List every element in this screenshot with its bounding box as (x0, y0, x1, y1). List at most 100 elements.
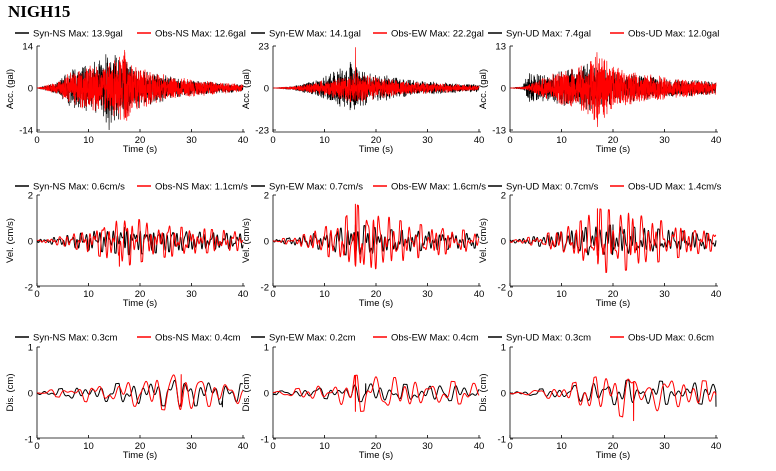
y-tick-label: -2 (25, 283, 33, 294)
legend-label: Syn-EW Max: 0.7cm/s (269, 182, 363, 193)
x-tick-label: 20 (371, 135, 382, 146)
x-tick-label: 0 (270, 135, 275, 146)
series-line-obs-ns (36, 374, 244, 411)
legend-label: Obs-UD Max: 1.4cm/s (628, 182, 722, 193)
series-line-obs-ew (272, 203, 480, 270)
y-tick-label: 1 (501, 343, 506, 354)
chart-panel-6: Syn-UD Max: 0.7cm/s Obs-UD Max: 1.4cm/s 20… (478, 182, 722, 310)
y-tick-label: 0 (264, 237, 269, 248)
x-tick-label: 10 (83, 441, 94, 452)
y-tick-label: 0 (501, 84, 506, 95)
legend-label: Obs-UD Max: 0.6cm (628, 333, 714, 344)
x-tick-label: 0 (270, 289, 275, 300)
series-line-obs-ew (272, 47, 480, 103)
x-tick-label: 20 (135, 289, 146, 300)
chart-panel-2: Syn-EW Max: 14.1gal Obs-EW Max: 22.2gal 23… (241, 29, 484, 156)
legend-label: Syn-UD Max: 0.7cm/s (506, 182, 599, 193)
series-line-obs-ud (509, 208, 717, 273)
x-tick-label: 20 (371, 441, 382, 452)
legend-label: Syn-NS Max: 13.9gal (33, 29, 123, 40)
series-line-syn-ew (272, 383, 480, 403)
x-tick-label: 30 (186, 135, 197, 146)
legend-label: Syn-NS Max: 0.6cm/s (33, 182, 125, 193)
x-tick-label: 30 (659, 289, 670, 300)
x-tick-label: 10 (319, 441, 330, 452)
series-line-syn-ud (509, 379, 717, 407)
series-line-obs-ew (272, 374, 480, 412)
x-axis-label: Time (s) (359, 450, 393, 461)
series-line-obs-ud (509, 52, 717, 128)
y-axis-label: Dis. (cm) (5, 374, 16, 412)
chart-panel-5: Syn-EW Max: 0.7cm/s Obs-EW Max: 1.6cm/s20… (241, 182, 486, 310)
y-tick-label: 1 (264, 343, 269, 354)
series-line-obs-ud (509, 376, 717, 422)
legend-label: Syn-EW Max: 0.2cm (269, 333, 356, 344)
x-axis-label: Time (s) (123, 298, 157, 309)
y-axis-label: Acc. (gal) (241, 69, 252, 109)
y-tick-label: -23 (255, 126, 269, 137)
x-axis-label: Time (s) (359, 144, 393, 155)
y-tick-label: -2 (261, 283, 269, 294)
x-tick-label: 40 (238, 289, 249, 300)
x-tick-label: 40 (474, 289, 485, 300)
x-tick-label: 0 (507, 135, 512, 146)
y-tick-label: 2 (28, 191, 33, 202)
legend-label: Obs-NS Max: 1.1cm/s (155, 182, 248, 193)
x-tick-label: 40 (711, 135, 722, 146)
x-tick-label: 20 (135, 135, 146, 146)
x-tick-label: 40 (474, 135, 485, 146)
legend-label: Syn-NS Max: 0.3cm (33, 333, 118, 344)
x-tick-label: 20 (371, 289, 382, 300)
y-tick-label: 0 (501, 389, 506, 400)
chart-panel-4: Syn-NS Max: 0.6cm/s Obs-NS Max: 1.1cm/s20… (5, 182, 248, 310)
chart-panel-1: Syn-NS Max: 13.9gal Obs-NS Max: 12.6gal 14… (5, 29, 248, 156)
x-tick-label: 0 (507, 441, 512, 452)
y-tick-label: 0 (264, 84, 269, 95)
legend-label: Obs-EW Max: 0.4cm (391, 333, 479, 344)
y-tick-label: 13 (495, 42, 506, 53)
chart-panel-3: Syn-UD Max: 7.4gal Obs-UD Max: 12.0gal 13 0… (478, 29, 721, 156)
x-tick-label: 0 (34, 289, 39, 300)
x-axis-label: Time (s) (596, 298, 630, 309)
x-tick-label: 30 (186, 441, 197, 452)
y-tick-label: 14 (22, 42, 33, 53)
x-tick-label: 10 (319, 289, 330, 300)
y-tick-label: 0 (264, 389, 269, 400)
x-tick-label: 10 (83, 289, 94, 300)
series-line-syn-ew (272, 224, 480, 256)
x-tick-label: 30 (422, 441, 433, 452)
x-tick-label: 20 (608, 289, 619, 300)
legend-label: Obs-EW Max: 1.6cm/s (391, 182, 486, 193)
x-tick-label: 30 (659, 135, 670, 146)
series-line-syn-ns (36, 379, 244, 408)
y-tick-label: 2 (264, 191, 269, 202)
figure-title: NIGH15 (8, 2, 71, 21)
x-tick-label: 40 (711, 441, 722, 452)
x-tick-label: 0 (270, 441, 275, 452)
x-tick-label: 0 (34, 135, 39, 146)
y-tick-label: -2 (498, 283, 506, 294)
y-tick-label: -14 (19, 126, 33, 137)
y-tick-label: -1 (261, 435, 269, 446)
x-tick-label: 40 (474, 441, 485, 452)
legend-label: Obs-NS Max: 0.4cm (155, 333, 241, 344)
y-axis-label: Acc. (gal) (5, 69, 16, 109)
x-tick-label: 30 (659, 441, 670, 452)
x-tick-label: 20 (608, 135, 619, 146)
y-tick-label: 0 (28, 237, 33, 248)
series-line-obs-ns (36, 219, 244, 267)
x-tick-label: 10 (556, 135, 567, 146)
x-tick-label: 40 (711, 289, 722, 300)
legend-label: Syn-EW Max: 14.1gal (269, 29, 361, 40)
y-tick-label: -13 (492, 126, 506, 137)
y-tick-label: 1 (28, 343, 33, 354)
legend-label: Obs-EW Max: 22.2gal (391, 29, 484, 40)
y-axis-label: Vel. (cm/s) (5, 218, 16, 263)
legend-label: Obs-UD Max: 12.0gal (628, 29, 719, 40)
x-axis-label: Time (s) (359, 298, 393, 309)
legend-label: Syn-UD Max: 0.3cm (506, 333, 591, 344)
